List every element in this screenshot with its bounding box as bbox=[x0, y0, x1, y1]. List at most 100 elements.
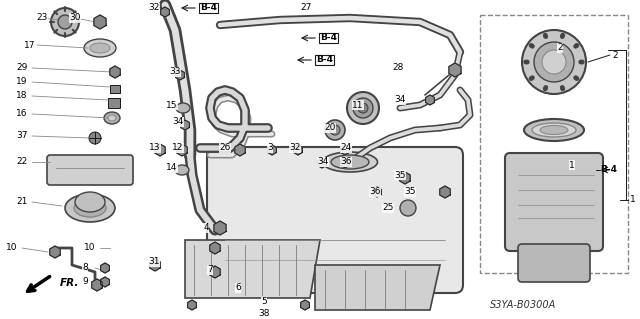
Text: 10: 10 bbox=[6, 243, 18, 253]
Text: 24: 24 bbox=[340, 144, 351, 152]
Text: 11: 11 bbox=[352, 100, 364, 109]
Text: 25: 25 bbox=[382, 204, 394, 212]
Text: 8: 8 bbox=[82, 263, 88, 272]
Ellipse shape bbox=[331, 155, 369, 169]
Text: 30: 30 bbox=[69, 13, 81, 23]
Text: 1: 1 bbox=[569, 160, 575, 169]
Text: 34: 34 bbox=[317, 158, 329, 167]
Polygon shape bbox=[294, 145, 302, 155]
Text: 13: 13 bbox=[149, 144, 161, 152]
Polygon shape bbox=[440, 186, 450, 198]
Circle shape bbox=[347, 92, 379, 124]
Ellipse shape bbox=[176, 103, 190, 113]
Text: 37: 37 bbox=[16, 131, 28, 140]
Polygon shape bbox=[210, 266, 220, 278]
Text: S3YA-B0300A: S3YA-B0300A bbox=[490, 300, 556, 310]
Ellipse shape bbox=[90, 43, 110, 53]
Polygon shape bbox=[301, 300, 309, 310]
Polygon shape bbox=[317, 158, 326, 168]
Text: 29: 29 bbox=[16, 63, 28, 72]
Text: 35: 35 bbox=[404, 188, 416, 197]
Polygon shape bbox=[210, 242, 220, 254]
Circle shape bbox=[353, 98, 373, 118]
Bar bbox=[480, 15, 628, 273]
Text: 7: 7 bbox=[207, 265, 213, 275]
Polygon shape bbox=[449, 63, 461, 77]
Ellipse shape bbox=[84, 39, 116, 57]
Polygon shape bbox=[315, 265, 440, 310]
Text: FR.: FR. bbox=[60, 278, 79, 288]
Text: 28: 28 bbox=[392, 63, 404, 72]
Polygon shape bbox=[92, 279, 102, 291]
Text: 20: 20 bbox=[324, 123, 336, 132]
Polygon shape bbox=[94, 15, 106, 29]
Text: B-4: B-4 bbox=[320, 33, 337, 42]
Text: B-4: B-4 bbox=[600, 166, 617, 174]
Circle shape bbox=[534, 42, 574, 82]
Bar bbox=[108, 98, 120, 108]
Polygon shape bbox=[50, 246, 60, 258]
Text: 33: 33 bbox=[169, 68, 180, 77]
Text: 34: 34 bbox=[172, 117, 184, 127]
Circle shape bbox=[358, 103, 368, 113]
Polygon shape bbox=[340, 145, 349, 155]
Circle shape bbox=[51, 8, 79, 36]
Text: 5: 5 bbox=[261, 298, 267, 307]
Bar bbox=[110, 85, 120, 93]
Text: 26: 26 bbox=[220, 144, 230, 152]
FancyBboxPatch shape bbox=[47, 155, 133, 185]
Text: 32: 32 bbox=[148, 4, 160, 12]
FancyBboxPatch shape bbox=[518, 244, 590, 282]
Ellipse shape bbox=[74, 199, 106, 217]
Text: 23: 23 bbox=[36, 13, 48, 23]
Text: 2: 2 bbox=[612, 50, 618, 60]
Polygon shape bbox=[155, 144, 165, 156]
Polygon shape bbox=[426, 95, 435, 105]
Polygon shape bbox=[235, 144, 245, 156]
FancyBboxPatch shape bbox=[207, 147, 463, 293]
Polygon shape bbox=[100, 277, 109, 287]
Text: 6: 6 bbox=[235, 284, 241, 293]
Polygon shape bbox=[372, 187, 381, 197]
Text: 12: 12 bbox=[172, 144, 184, 152]
FancyBboxPatch shape bbox=[505, 153, 603, 251]
Ellipse shape bbox=[323, 152, 378, 172]
Text: 14: 14 bbox=[166, 164, 178, 173]
Text: 22: 22 bbox=[17, 158, 28, 167]
Ellipse shape bbox=[524, 119, 584, 141]
Text: 36: 36 bbox=[369, 188, 381, 197]
Text: 34: 34 bbox=[394, 95, 406, 105]
Polygon shape bbox=[340, 158, 349, 168]
Text: B-4: B-4 bbox=[200, 4, 217, 12]
Text: 1: 1 bbox=[630, 196, 636, 204]
Circle shape bbox=[400, 200, 416, 216]
Polygon shape bbox=[185, 240, 320, 298]
Circle shape bbox=[325, 120, 345, 140]
Text: B-4: B-4 bbox=[316, 56, 333, 64]
Polygon shape bbox=[110, 66, 120, 78]
Text: 36: 36 bbox=[340, 158, 352, 167]
Polygon shape bbox=[175, 70, 184, 80]
Ellipse shape bbox=[104, 112, 120, 124]
Polygon shape bbox=[100, 263, 109, 273]
Text: 16: 16 bbox=[16, 109, 28, 118]
Text: 38: 38 bbox=[259, 309, 269, 318]
Text: 31: 31 bbox=[148, 257, 160, 266]
Circle shape bbox=[522, 30, 586, 94]
Text: 35: 35 bbox=[394, 170, 406, 180]
Circle shape bbox=[89, 132, 101, 144]
Text: 32: 32 bbox=[289, 144, 301, 152]
Text: 27: 27 bbox=[300, 4, 312, 12]
Text: 2: 2 bbox=[557, 43, 563, 53]
Polygon shape bbox=[177, 144, 187, 156]
Text: 3: 3 bbox=[267, 144, 273, 152]
Ellipse shape bbox=[75, 192, 105, 212]
Polygon shape bbox=[161, 7, 170, 17]
Polygon shape bbox=[188, 300, 196, 310]
Ellipse shape bbox=[65, 194, 115, 222]
Ellipse shape bbox=[540, 125, 568, 135]
Text: 18: 18 bbox=[16, 92, 28, 100]
Polygon shape bbox=[268, 145, 276, 155]
Text: 17: 17 bbox=[24, 41, 36, 49]
Circle shape bbox=[58, 15, 72, 29]
